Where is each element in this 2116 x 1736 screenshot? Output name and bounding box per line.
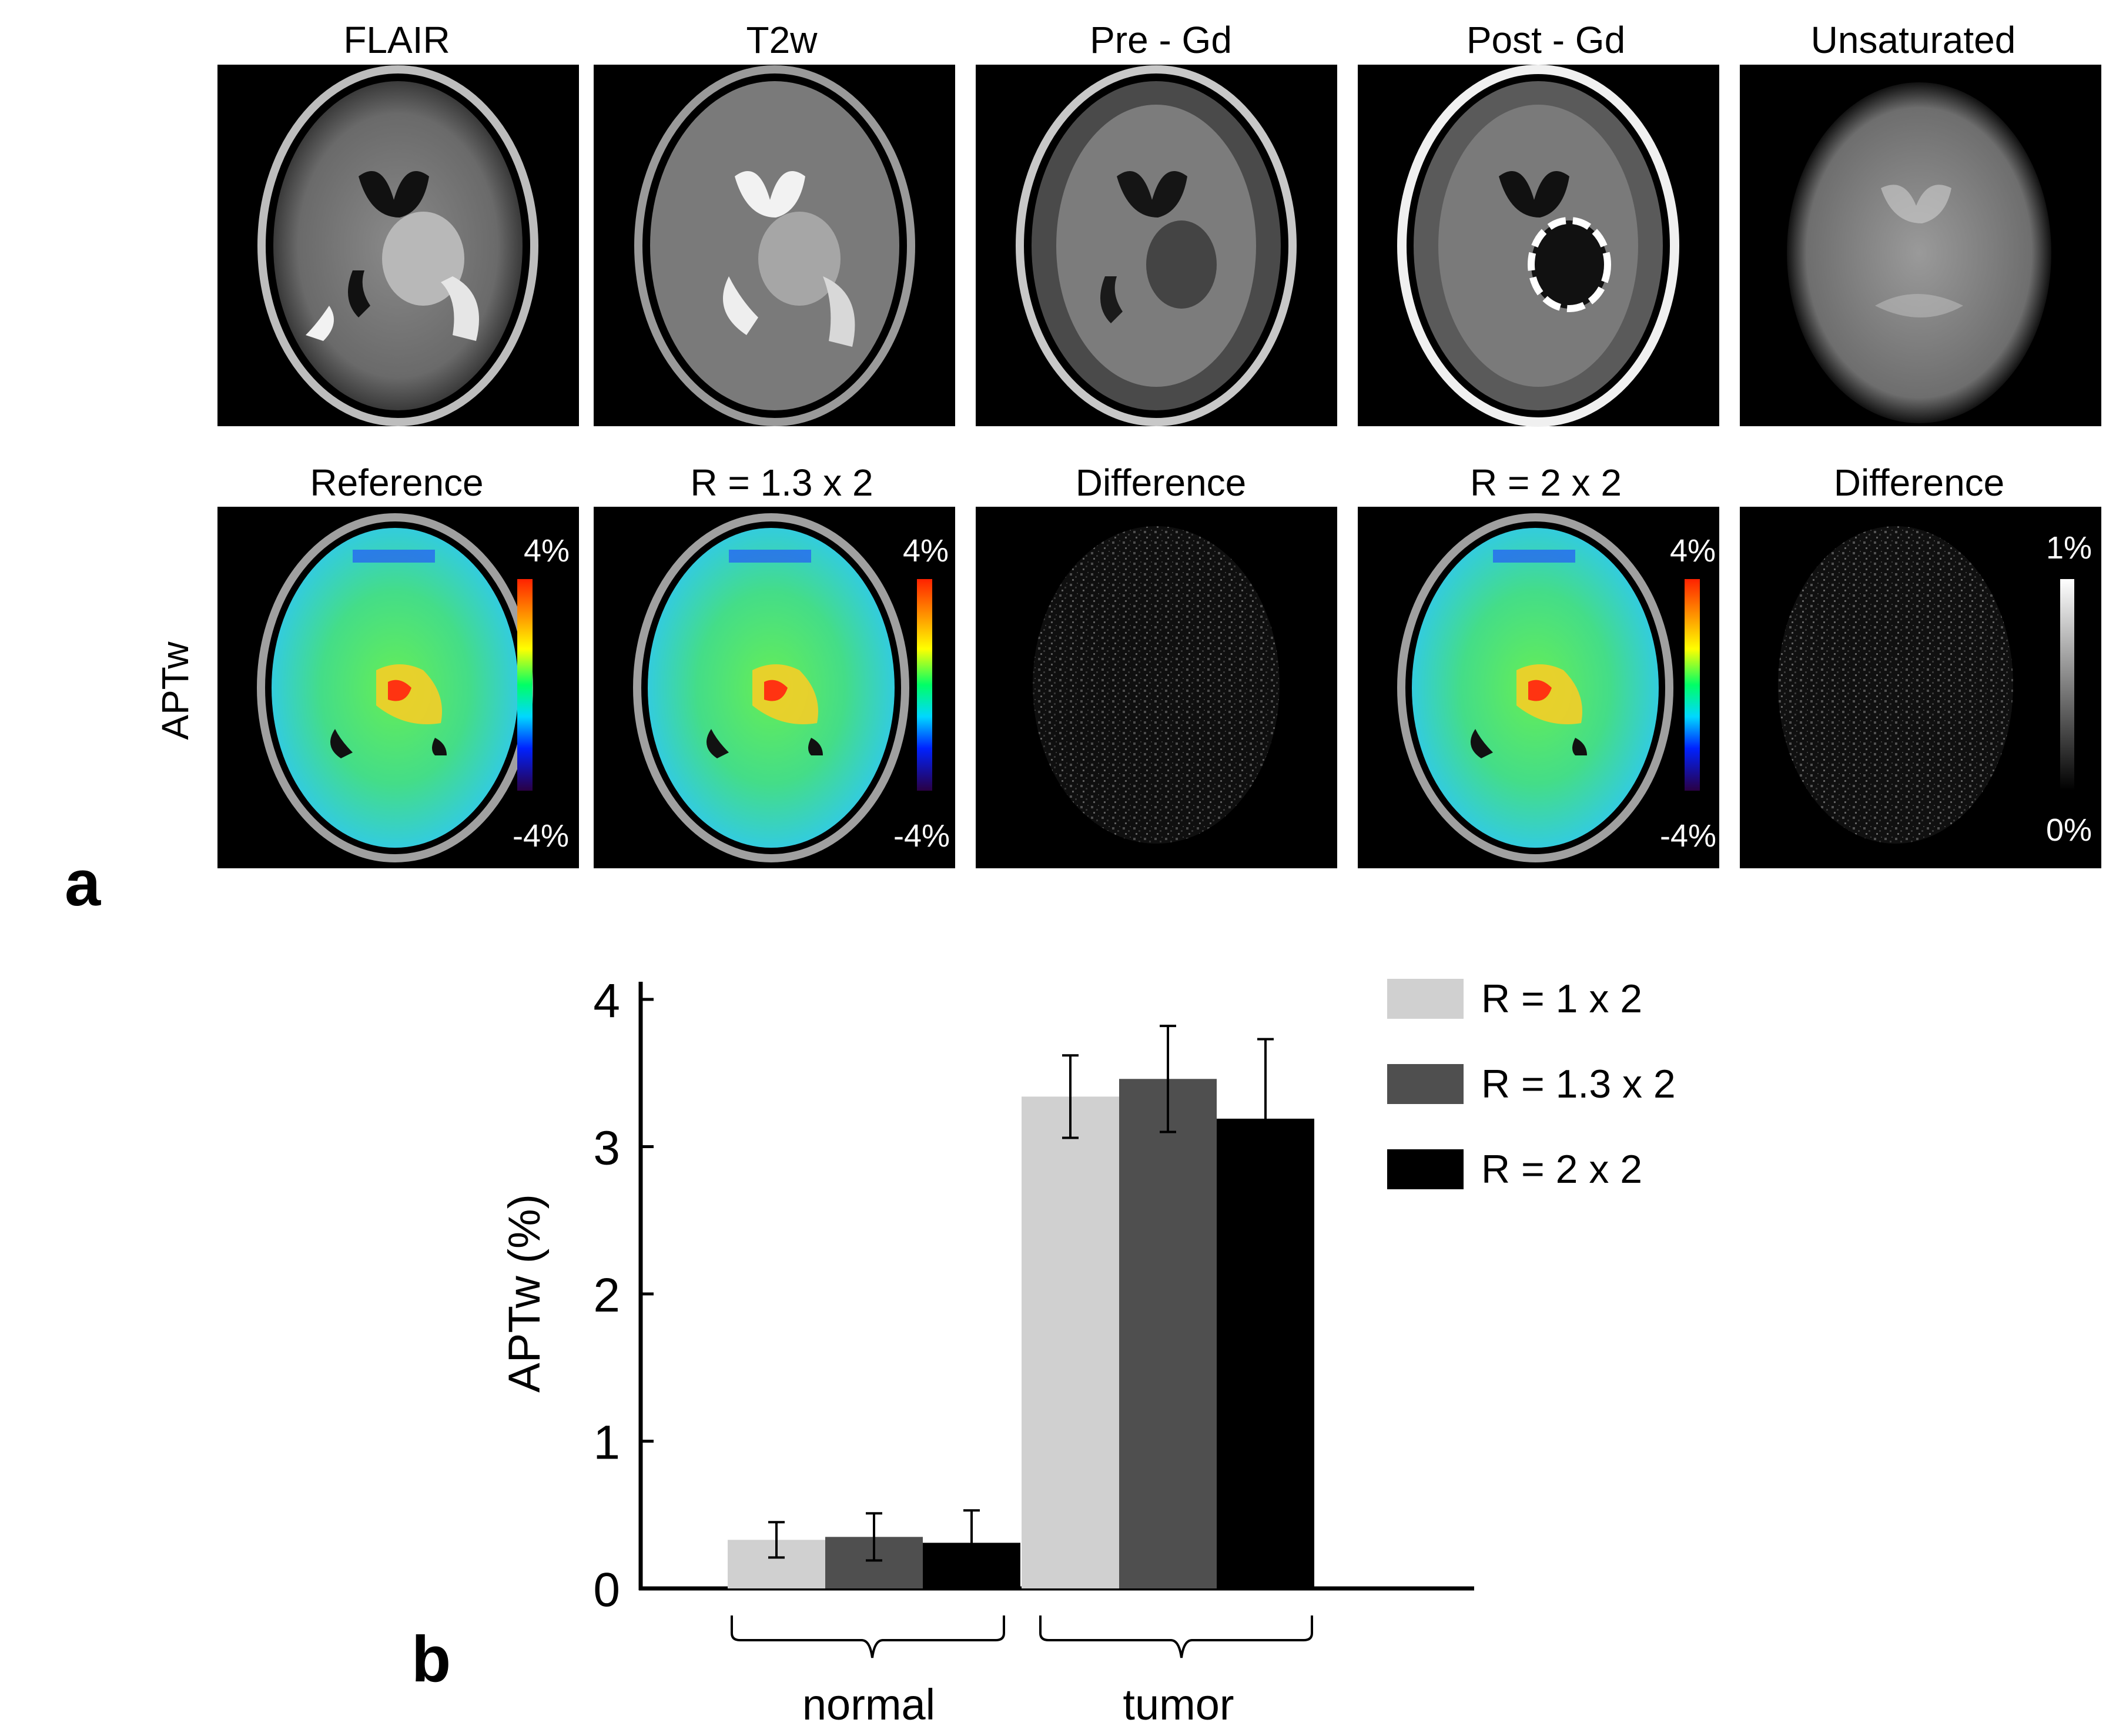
legend-label-r-2x2: R = 2 x 2 (1481, 1147, 1642, 1192)
title-post-gd: Post - Gd (1467, 19, 1625, 61)
colorbar-max-2: 4% (903, 533, 949, 568)
image-difference-1 (976, 507, 1337, 868)
title-reference: Reference (310, 461, 483, 504)
image-aptw-r-2x2: 4% -4% (1358, 507, 1719, 868)
colorbar-max-1: 4% (524, 533, 570, 568)
legend-label-r-1x2: R = 1 x 2 (1481, 976, 1642, 1021)
error-bars (768, 1025, 1274, 1577)
title-difference-2: Difference (1834, 461, 2005, 504)
image-post-gd (1358, 65, 1719, 427)
colorbar-min-1: -4% (513, 818, 569, 854)
image-difference-2: 1% 0% (1740, 507, 2101, 868)
row-label-aptw: APTw (154, 641, 196, 740)
y-tick-label: 3 (593, 1122, 620, 1175)
title-r-1-3x2: R = 1.3 x 2 (690, 461, 873, 504)
image-t2w (594, 65, 955, 426)
colorbar-min-3: -4% (1660, 818, 1716, 854)
y-ticks: 0 1 2 3 4 (593, 974, 654, 1617)
panel-letter-a: a (65, 847, 101, 919)
title-flair: FLAIR (343, 19, 450, 61)
legend-swatch-r-1-3x2 (1387, 1064, 1464, 1104)
title-pre-gd: Pre - Gd (1090, 19, 1232, 61)
image-aptw-reference: 4% -4% (217, 507, 579, 868)
bar-tumor-series-1 (1022, 1096, 1119, 1588)
panel-b: b APTw (%) 0 1 2 3 4 normal tumor R = 1 x 2 … (411, 974, 1676, 1729)
category-label-tumor: tumor (1123, 1680, 1234, 1729)
brace-normal (731, 1615, 1005, 1658)
image-unsaturated (1740, 65, 2101, 426)
title-difference-1: Difference (1076, 461, 1247, 504)
colorbar-gray-max: 1% (2046, 530, 2092, 566)
legend-label-r-1-3x2: R = 1.3 x 2 (1481, 1062, 1676, 1106)
colorbar-max-3: 4% (1670, 533, 1716, 568)
panel-a: FLAIR T2w Pre - Gd Post - Gd Unsaturated (65, 19, 2101, 919)
y-tick-label: 1 (593, 1416, 620, 1470)
brace-tumor (1039, 1615, 1313, 1658)
category-label-normal: normal (802, 1680, 935, 1729)
title-t2w: T2w (746, 19, 818, 61)
image-aptw-r-1-3x2: 4% -4% (594, 507, 955, 868)
y-tick-label: 2 (593, 1269, 620, 1322)
y-axis-label: APTw (%) (500, 1194, 550, 1393)
y-tick-label: 0 (593, 1563, 620, 1617)
legend: R = 1 x 2 R = 1.3 x 2 R = 2 x 2 (1387, 976, 1676, 1192)
legend-swatch-r-1x2 (1387, 979, 1464, 1019)
image-pre-gd (976, 65, 1337, 426)
panel-letter-b: b (411, 1623, 451, 1695)
title-r-2x2: R = 2 x 2 (1470, 461, 1622, 504)
image-flair (217, 65, 579, 426)
title-unsaturated: Unsaturated (1811, 19, 2016, 61)
bar-tumor-series-2 (1119, 1079, 1217, 1588)
legend-swatch-r-2x2 (1387, 1149, 1464, 1189)
colorbar-gray-min: 0% (2046, 812, 2092, 848)
colorbar-min-2: -4% (893, 818, 950, 854)
bars (728, 1079, 1314, 1588)
y-tick-label: 4 (593, 974, 620, 1028)
